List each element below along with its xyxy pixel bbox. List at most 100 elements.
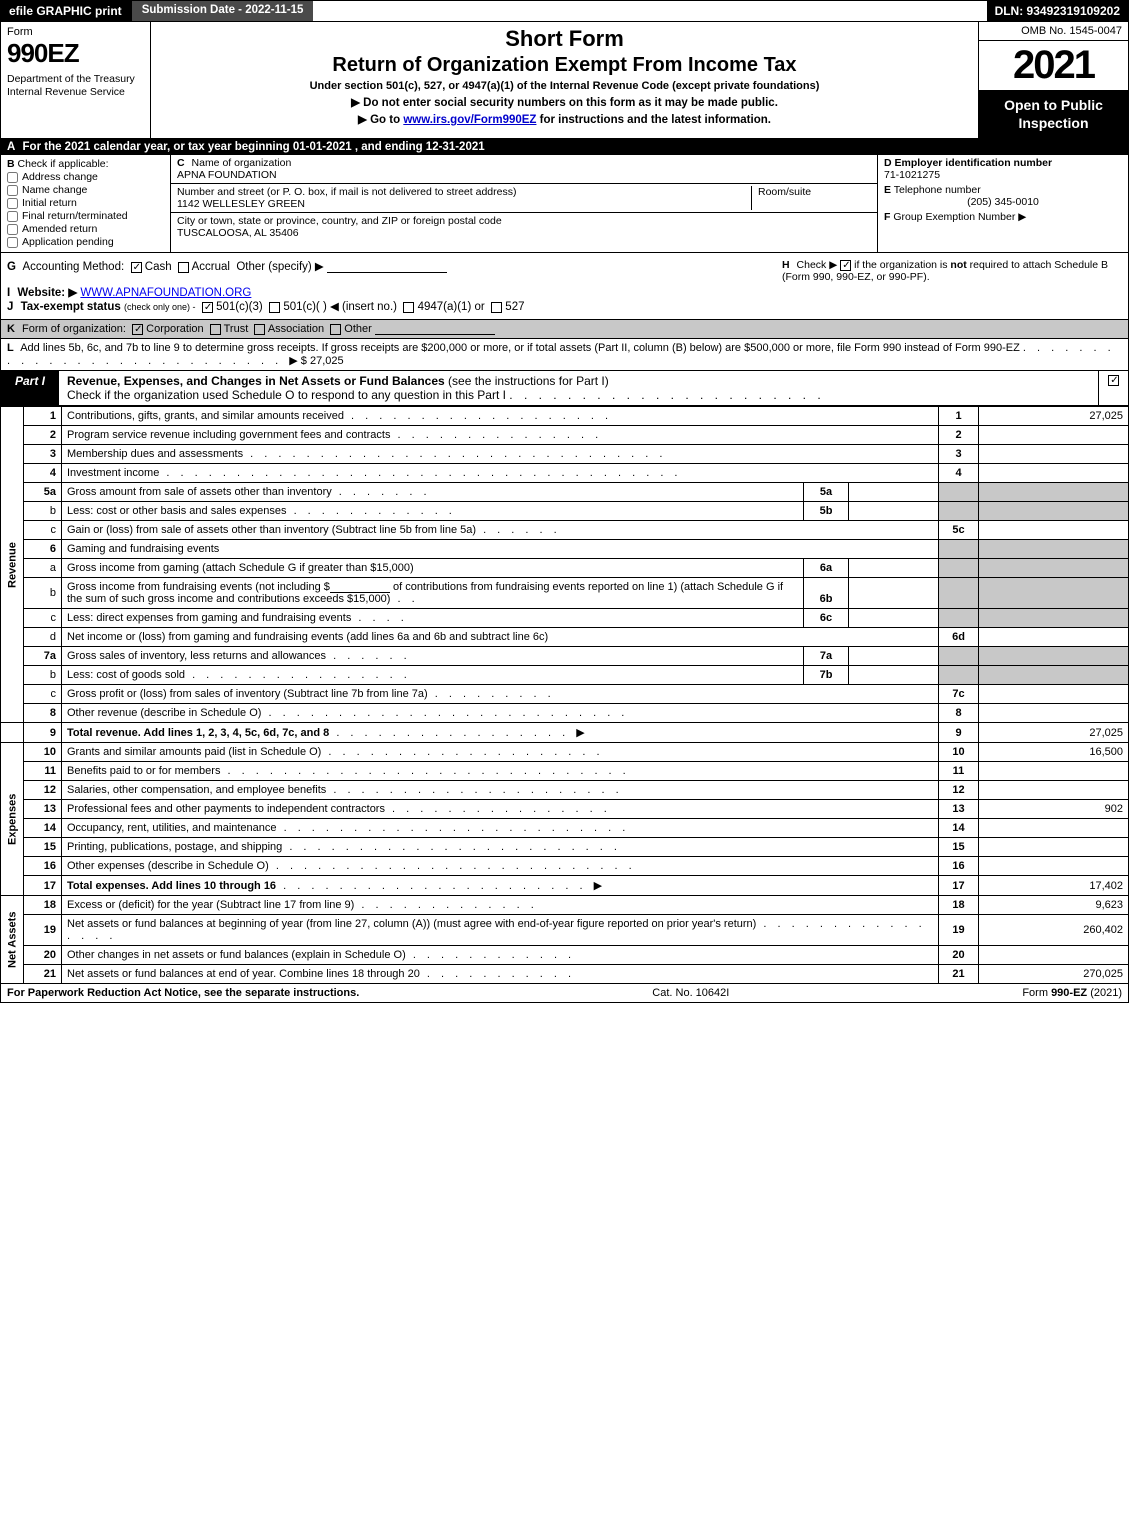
i-label: Website: ▶ — [17, 287, 77, 299]
l20-amt — [979, 946, 1129, 965]
top-spacer — [313, 1, 986, 21]
f-label: Group Exemption Number — [893, 211, 1015, 223]
lines-table: Revenue 1 Contributions, gifts, grants, … — [0, 406, 1129, 984]
letter-g: G — [7, 261, 16, 273]
section-a: A For the 2021 calendar year, or tax yea… — [0, 139, 1129, 155]
goto-link[interactable]: www.irs.gov/Form990EZ — [403, 114, 536, 126]
chk-4947[interactable] — [403, 302, 414, 313]
website-link[interactable]: WWW.APNAFOUNDATION.ORG — [80, 287, 251, 299]
l17-ref: 17 — [939, 876, 979, 896]
l6c-no: c — [24, 609, 62, 628]
chk-final-return[interactable]: Final return/terminated — [7, 210, 164, 222]
l1-amt: 27,025 — [979, 407, 1129, 426]
l2-no: 2 — [24, 426, 62, 445]
org-city: TUSCALOOSA, AL 35406 — [177, 227, 299, 239]
chk-final-return-label: Final return/terminated — [22, 210, 128, 222]
chk-amended-return-box[interactable] — [7, 224, 18, 235]
chk-h[interactable] — [840, 260, 851, 271]
table-row: b Less: cost or other basis and sales ex… — [1, 502, 1129, 521]
l20-desc: Other changes in net assets or fund bala… — [62, 946, 939, 965]
chk-application-pending-box[interactable] — [7, 237, 18, 248]
table-row: c Gross profit or (loss) from sales of i… — [1, 685, 1129, 704]
l21-desc: Net assets or fund balances at end of ye… — [62, 965, 939, 984]
l16-amt — [979, 857, 1129, 876]
l7a-ref — [939, 647, 979, 666]
l16-ref: 16 — [939, 857, 979, 876]
part1-dots: . . . . . . . . . . . . . . . . . . . . … — [509, 388, 824, 402]
e-row: E Telephone number (205) 345-0010 — [884, 184, 1122, 208]
l7b-sub: 7b — [804, 666, 849, 685]
tax-year: 2021 — [979, 41, 1128, 90]
chk-application-pending-label: Application pending — [22, 236, 114, 248]
l9-desc: Total revenue. Add lines 1, 2, 3, 4, 5c,… — [62, 723, 939, 743]
l5a-sub: 5a — [804, 483, 849, 502]
header-left: Form 990EZ Department of the Treasury In… — [1, 22, 151, 138]
l19-amt: 260,402 — [979, 915, 1129, 946]
f-arrow: ▶ — [1018, 211, 1026, 223]
l6a-sub: 6a — [804, 559, 849, 578]
l6a-no: a — [24, 559, 62, 578]
chk-amended-return[interactable]: Amended return — [7, 223, 164, 235]
l-arrow: ▶ — [289, 355, 297, 367]
l10-desc: Grants and similar amounts paid (list in… — [62, 743, 939, 762]
k-other-blank[interactable] — [375, 334, 495, 335]
l4-desc: Investment income . . . . . . . . . . . … — [62, 464, 939, 483]
l4-no: 4 — [24, 464, 62, 483]
l12-amt — [979, 781, 1129, 800]
chk-assoc[interactable] — [254, 324, 265, 335]
g-other-blank[interactable] — [327, 272, 447, 273]
chk-other-org[interactable] — [330, 324, 341, 335]
l1-desc: Contributions, gifts, grants, and simila… — [62, 407, 939, 426]
l9-amt: 27,025 — [979, 723, 1129, 743]
h-text1: Check ▶ — [797, 259, 841, 271]
table-row: Expenses 10 Grants and similar amounts p… — [1, 743, 1129, 762]
c-name-label: Name of organization — [192, 157, 292, 169]
chk-accrual[interactable] — [178, 262, 189, 273]
table-row: 19 Net assets or fund balances at beginn… — [1, 915, 1129, 946]
part1-sub: Check if the organization used Schedule … — [67, 388, 506, 402]
l7c-desc: Gross profit or (loss) from sales of inv… — [62, 685, 939, 704]
l18-no: 18 — [24, 896, 62, 915]
table-row: 9 Total revenue. Add lines 1, 2, 3, 4, 5… — [1, 723, 1129, 743]
l9-no: 9 — [24, 723, 62, 743]
l6-no: 6 — [24, 540, 62, 559]
c-name-row: C Name of organization APNA FOUNDATION — [171, 155, 877, 184]
chk-address-change[interactable]: Address change — [7, 171, 164, 183]
c-addr-label: Number and street (or P. O. box, if mail… — [177, 186, 516, 198]
chk-address-change-box[interactable] — [7, 172, 18, 183]
chk-cash[interactable] — [131, 262, 142, 273]
under-section: Under section 501(c), 527, or 4947(a)(1)… — [159, 80, 970, 92]
chk-501c[interactable] — [269, 302, 280, 313]
chk-initial-return-box[interactable] — [7, 198, 18, 209]
l16-no: 16 — [24, 857, 62, 876]
chk-application-pending[interactable]: Application pending — [7, 236, 164, 248]
block-bcdef: B Check if applicable: Address change Na… — [0, 155, 1129, 253]
l11-amt — [979, 762, 1129, 781]
table-row: 4 Investment income . . . . . . . . . . … — [1, 464, 1129, 483]
chk-name-change[interactable]: Name change — [7, 184, 164, 196]
l6-desc: Gaming and fundraising events — [62, 540, 939, 559]
l7a-amt — [979, 647, 1129, 666]
l8-ref: 8 — [939, 704, 979, 723]
chk-name-change-box[interactable] — [7, 185, 18, 196]
table-row: 12 Salaries, other compensation, and emp… — [1, 781, 1129, 800]
col-def: D Employer identification number 71-1021… — [878, 155, 1128, 252]
letter-c: C — [177, 157, 185, 169]
efile-label[interactable]: efile GRAPHIC print — [1, 1, 130, 21]
chk-527[interactable] — [491, 302, 502, 313]
l8-no: 8 — [24, 704, 62, 723]
chk-trust[interactable] — [210, 324, 221, 335]
col-h: H Check ▶ if the organization is not req… — [782, 259, 1122, 313]
l5b-amt — [979, 502, 1129, 521]
table-row: 16 Other expenses (describe in Schedule … — [1, 857, 1129, 876]
chk-501c3[interactable] — [202, 302, 213, 313]
letter-l: L — [7, 342, 14, 354]
chk-part1-scho[interactable] — [1108, 375, 1119, 386]
chk-final-return-box[interactable] — [7, 211, 18, 222]
l6a-amt — [979, 559, 1129, 578]
l21-amt: 270,025 — [979, 965, 1129, 984]
l7b-amt — [979, 666, 1129, 685]
goto-post: for instructions and the latest informat… — [536, 114, 771, 126]
chk-corp[interactable] — [132, 324, 143, 335]
chk-initial-return[interactable]: Initial return — [7, 197, 164, 209]
